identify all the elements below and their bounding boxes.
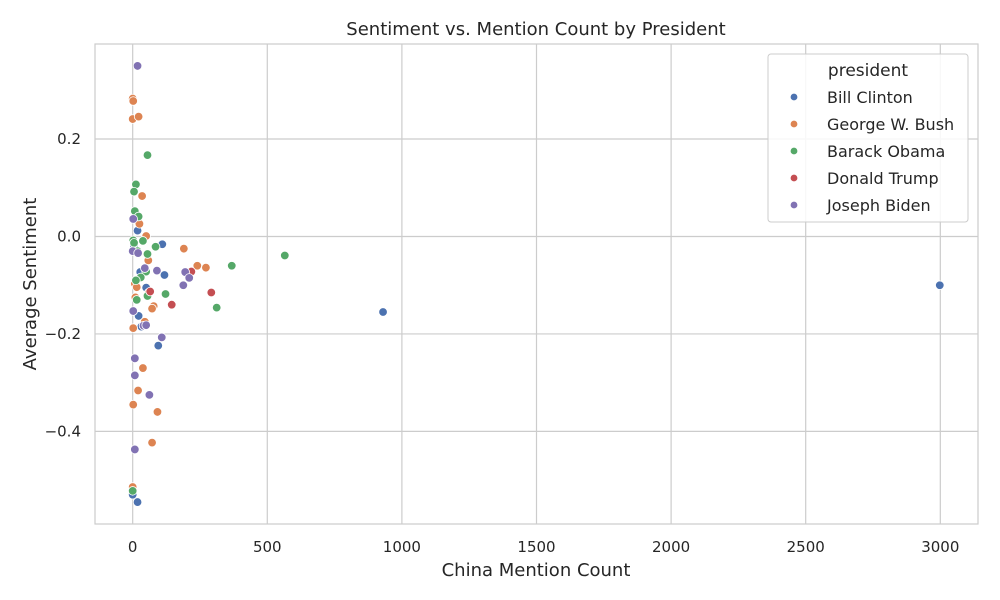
point-barack-obama — [129, 238, 139, 248]
point-joseph-biden — [178, 280, 189, 290]
point-george-w-bush — [147, 437, 157, 448]
point-joseph-biden — [130, 370, 140, 381]
legend-label-barack-obama: Barack Obama — [827, 142, 945, 161]
y-tick-label: 0.0 — [57, 227, 81, 245]
point-bill-clinton — [153, 340, 163, 351]
point-george-w-bush — [128, 96, 138, 106]
point-barack-obama — [150, 242, 161, 252]
point-barack-obama — [227, 261, 237, 271]
point-george-w-bush — [152, 407, 163, 417]
point-barack-obama — [131, 275, 141, 286]
point-barack-obama — [142, 150, 153, 160]
x-tick-label: 500 — [253, 538, 282, 556]
legend-items: Bill Clinton George W. Bush Barack Obama Do… — [789, 88, 954, 215]
point-barack-obama — [132, 295, 142, 305]
point-donald-trump — [167, 300, 177, 310]
point-joseph-biden — [152, 265, 162, 276]
y-tick-label: −0.2 — [45, 325, 81, 343]
data-points — [127, 61, 945, 507]
y-tick-label: 0.2 — [57, 130, 81, 148]
point-george-w-bush — [133, 385, 143, 396]
legend-box — [767, 53, 969, 223]
point-joseph-biden — [184, 273, 194, 283]
point-joseph-biden — [144, 390, 155, 400]
y-axis-label: Average Sentiment — [20, 198, 41, 371]
legend-label-george-w-bush: George W. Bush — [827, 115, 954, 134]
point-joseph-biden — [128, 306, 138, 316]
legend-marker-joseph-biden — [789, 200, 799, 210]
point-george-w-bush — [133, 111, 144, 122]
point-george-w-bush — [138, 363, 148, 373]
legend-label-bill-clinton: Bill Clinton — [827, 88, 913, 107]
x-tick-label: 2500 — [787, 538, 825, 556]
x-tick-label: 1500 — [517, 538, 555, 556]
point-donald-trump — [206, 287, 216, 298]
point-barack-obama — [129, 186, 139, 197]
legend: president Bill Clinton George W. Bush Bara… — [767, 53, 969, 223]
point-george-w-bush — [201, 262, 211, 273]
point-bill-clinton — [935, 280, 945, 290]
point-joseph-biden — [128, 214, 138, 224]
legend-marker-donald-trump — [789, 173, 799, 183]
legend-marker-barack-obama — [789, 146, 799, 156]
point-george-w-bush — [147, 303, 157, 314]
x-tick-label: 0 — [128, 538, 138, 556]
point-george-w-bush — [179, 243, 189, 254]
x-tick-labels: 0 500 1000 1500 2000 2500 3000 — [128, 538, 959, 556]
legend-marker-bill-clinton — [789, 92, 799, 102]
x-tick-label: 1000 — [383, 538, 421, 556]
point-barack-obama — [160, 289, 171, 299]
point-joseph-biden — [133, 248, 143, 258]
legend-title: president — [828, 61, 908, 81]
point-joseph-biden — [132, 61, 143, 71]
x-tick-label: 3000 — [921, 538, 959, 556]
point-joseph-biden — [130, 444, 140, 455]
point-barack-obama — [138, 236, 148, 246]
point-joseph-biden — [140, 263, 150, 273]
point-bill-clinton — [159, 270, 170, 280]
point-george-w-bush — [128, 399, 138, 410]
legend-label-joseph-biden: Joseph Biden — [826, 196, 931, 215]
point-george-w-bush — [137, 191, 147, 201]
point-barack-obama — [142, 249, 153, 259]
point-barack-obama — [127, 486, 138, 496]
point-george-w-bush — [128, 323, 138, 333]
point-joseph-biden — [157, 332, 167, 343]
legend-label-donald-trump: Donald Trump — [827, 169, 939, 188]
point-bill-clinton — [378, 307, 388, 317]
y-tick-label: −0.4 — [45, 422, 81, 440]
point-bill-clinton — [132, 497, 143, 507]
point-barack-obama — [280, 250, 290, 261]
chart-title: Sentiment vs. Mention Count by President — [346, 19, 725, 40]
y-tick-labels: 0.2 0.0 −0.2 −0.4 — [45, 130, 81, 440]
x-axis-label: China Mention Count — [442, 560, 631, 581]
point-joseph-biden — [141, 320, 151, 330]
point-donald-trump — [145, 286, 155, 297]
point-george-w-bush — [192, 261, 202, 271]
point-joseph-biden — [130, 353, 140, 364]
x-tick-label: 2000 — [652, 538, 690, 556]
legend-marker-george-w-bush — [789, 119, 799, 129]
plot-area-frame — [94, 43, 979, 525]
point-barack-obama — [211, 302, 222, 313]
